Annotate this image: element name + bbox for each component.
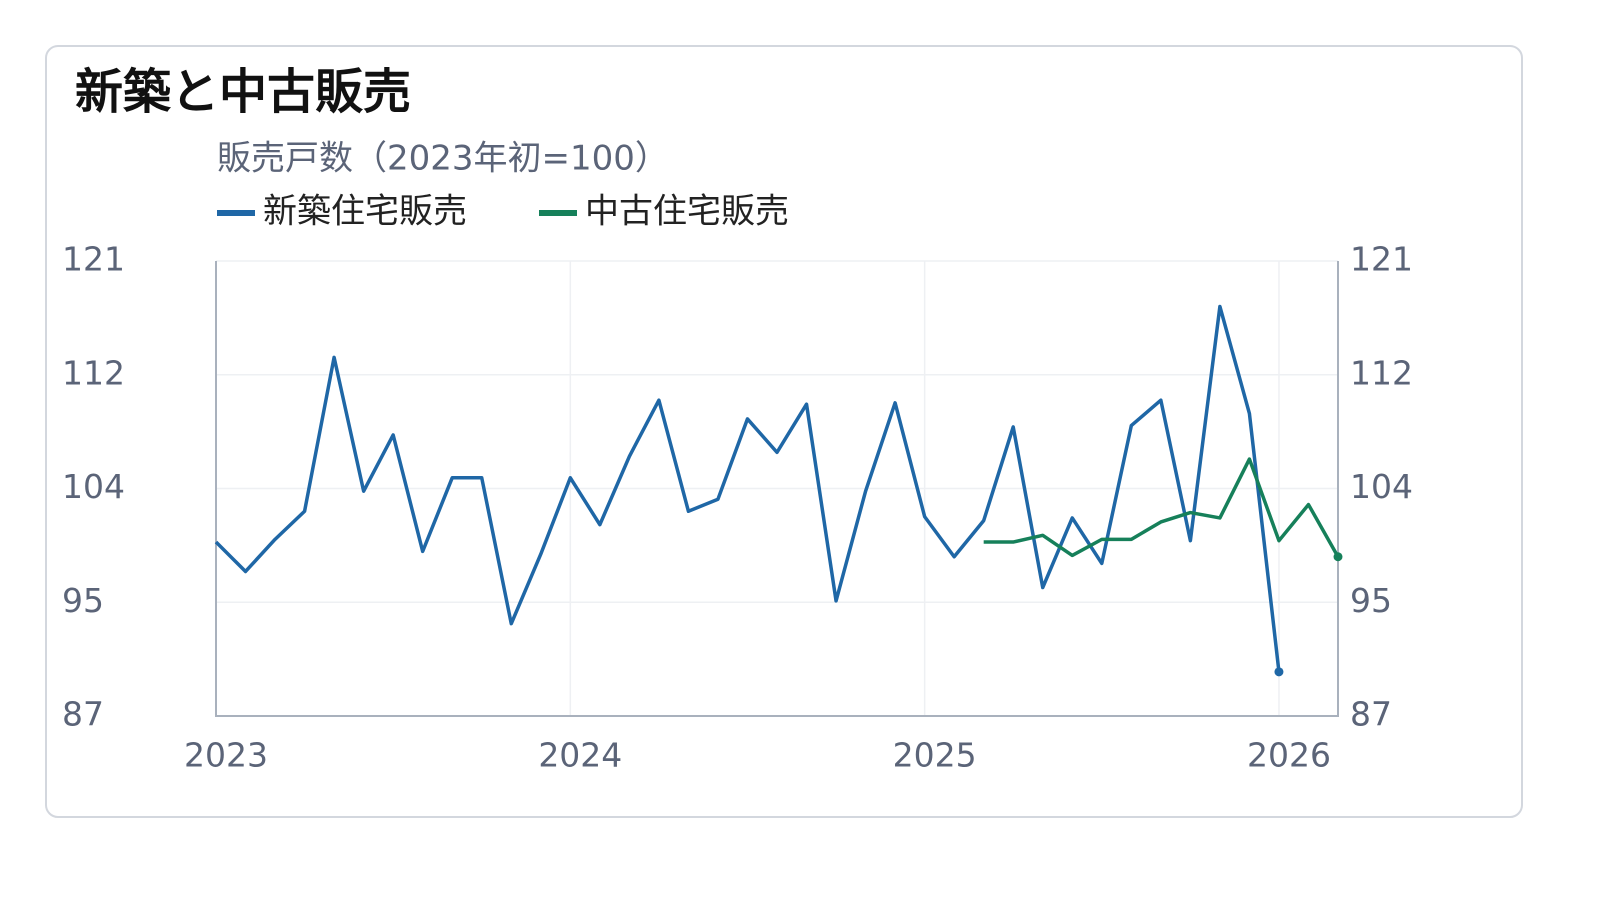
- y2-tick-label: 121: [1350, 240, 1413, 279]
- chart-subtitle: 販売戸数（2023年初=100）: [217, 139, 669, 179]
- y2-tick-label: 104: [1350, 467, 1413, 506]
- x-tick-label: 2026: [1247, 736, 1331, 775]
- chart-title: 新築と中古販売: [75, 64, 411, 120]
- y-tick-label: 95: [62, 581, 104, 620]
- y-tick-label: 104: [62, 467, 125, 506]
- y-tick-label: 112: [62, 353, 125, 392]
- y2-tick-label: 87: [1350, 695, 1392, 734]
- y2-tick-label: 112: [1350, 353, 1413, 392]
- end-marker: [1333, 552, 1343, 562]
- end-marker: [1274, 667, 1284, 677]
- x-tick-label: 2024: [538, 736, 622, 775]
- axis-line: [215, 261, 1339, 717]
- legend-label: 中古住宅販売: [585, 192, 789, 232]
- series-line: [983, 457, 1340, 558]
- x-tick-label: 2025: [893, 736, 977, 775]
- y-tick-label: 121: [62, 240, 125, 279]
- y-tick-label: 87: [62, 695, 104, 734]
- x-tick-label: 2023: [184, 736, 268, 775]
- legend-label: 新築住宅販売: [263, 192, 467, 232]
- card: [45, 45, 1523, 818]
- series-line: [214, 304, 1281, 673]
- y2-tick-label: 95: [1350, 581, 1392, 620]
